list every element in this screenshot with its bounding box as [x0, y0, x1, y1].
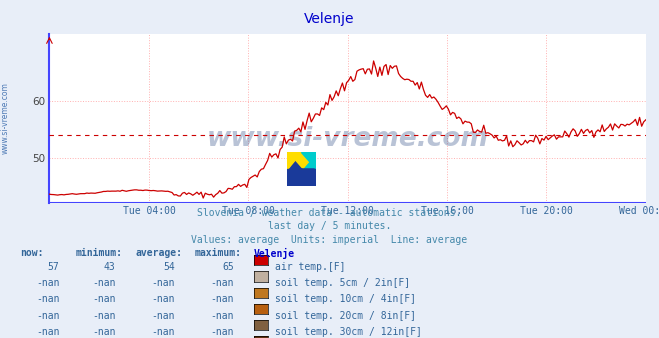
- Text: -nan: -nan: [210, 278, 234, 288]
- Text: minimum:: minimum:: [76, 248, 123, 259]
- Text: -nan: -nan: [36, 294, 59, 305]
- Text: Velenje: Velenje: [304, 12, 355, 26]
- Text: -nan: -nan: [36, 311, 59, 321]
- Text: -nan: -nan: [151, 294, 175, 305]
- Text: -nan: -nan: [151, 327, 175, 337]
- Text: 43: 43: [103, 262, 115, 272]
- Text: -nan: -nan: [151, 278, 175, 288]
- Text: last day / 5 minutes.: last day / 5 minutes.: [268, 221, 391, 232]
- Text: -nan: -nan: [151, 311, 175, 321]
- Text: Slovenia / weather data - automatic stations.: Slovenia / weather data - automatic stat…: [197, 208, 462, 218]
- Text: -nan: -nan: [92, 327, 115, 337]
- Text: -nan: -nan: [92, 278, 115, 288]
- Polygon shape: [287, 169, 316, 186]
- Text: -nan: -nan: [210, 311, 234, 321]
- Text: www.si-vreme.com: www.si-vreme.com: [207, 126, 488, 151]
- Text: www.si-vreme.com: www.si-vreme.com: [1, 82, 10, 154]
- Text: -nan: -nan: [210, 327, 234, 337]
- Text: -nan: -nan: [92, 294, 115, 305]
- Polygon shape: [287, 152, 316, 186]
- Polygon shape: [287, 152, 316, 186]
- Text: maximum:: maximum:: [194, 248, 241, 259]
- Text: 54: 54: [163, 262, 175, 272]
- Polygon shape: [302, 152, 316, 169]
- Polygon shape: [287, 152, 316, 186]
- Text: air temp.[F]: air temp.[F]: [275, 262, 345, 272]
- Polygon shape: [287, 152, 302, 169]
- Text: soil temp. 20cm / 8in[F]: soil temp. 20cm / 8in[F]: [275, 311, 416, 321]
- Text: now:: now:: [20, 248, 43, 259]
- Text: 65: 65: [222, 262, 234, 272]
- Text: soil temp. 30cm / 12in[F]: soil temp. 30cm / 12in[F]: [275, 327, 422, 337]
- Text: -nan: -nan: [36, 278, 59, 288]
- Text: Velenje: Velenje: [254, 248, 295, 260]
- Text: 57: 57: [47, 262, 59, 272]
- Text: Values: average  Units: imperial  Line: average: Values: average Units: imperial Line: av…: [191, 235, 468, 245]
- Text: soil temp. 5cm / 2in[F]: soil temp. 5cm / 2in[F]: [275, 278, 410, 288]
- Text: soil temp. 10cm / 4in[F]: soil temp. 10cm / 4in[F]: [275, 294, 416, 305]
- Text: average:: average:: [135, 248, 182, 259]
- Text: -nan: -nan: [210, 294, 234, 305]
- Text: -nan: -nan: [92, 311, 115, 321]
- Text: -nan: -nan: [36, 327, 59, 337]
